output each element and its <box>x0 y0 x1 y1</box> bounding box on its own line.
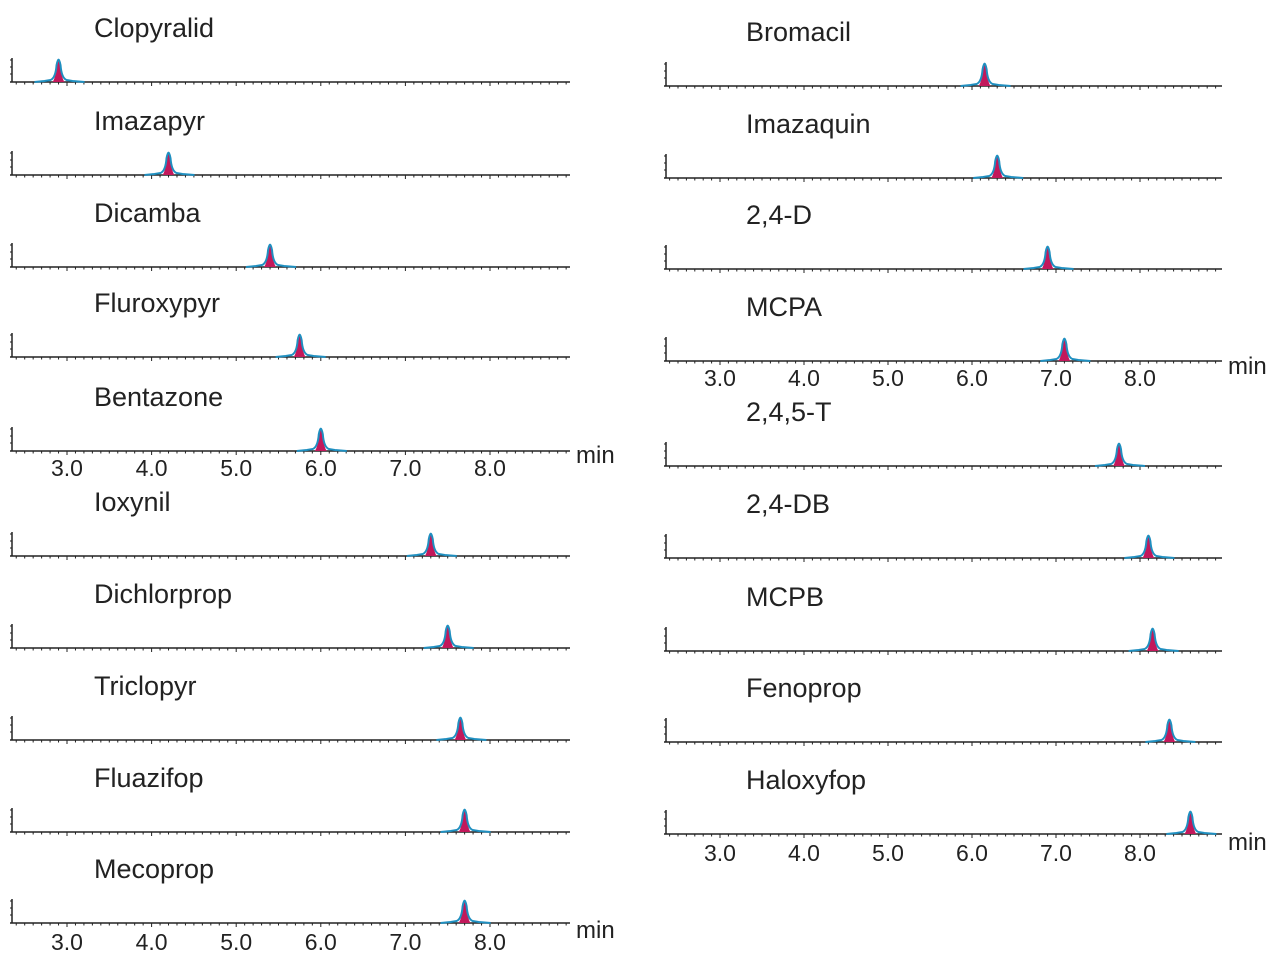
trace-label-clopyralid: Clopyralid <box>94 13 214 43</box>
trace-label-fluazifop: Fluazifop <box>94 763 204 793</box>
peak-trace-fenoprop <box>1145 718 1196 743</box>
x-tick-label: 3.0 <box>704 365 736 391</box>
peak-trace-2-4-d <box>1023 245 1074 270</box>
x-tick-label: 6.0 <box>305 929 337 955</box>
peak-fill-bromacil <box>978 63 991 86</box>
peak-trace-mcpb <box>1128 627 1179 652</box>
x-axis-unit-label: min <box>1228 829 1267 856</box>
x-tick-label: 4.0 <box>136 929 168 955</box>
x-tick-label: 8.0 <box>474 929 506 955</box>
peak-trace-bromacil <box>960 62 1011 87</box>
x-tick-label: 5.0 <box>872 365 904 391</box>
trace-label-haloxyfop: Haloxyfop <box>746 765 866 795</box>
peak-fill-clopyralid <box>52 59 65 82</box>
x-tick-label: 4.0 <box>136 455 168 481</box>
x-tick-label: 3.0 <box>704 840 736 866</box>
x-axis-unit-label: min <box>1228 353 1267 380</box>
x-tick-label: 6.0 <box>956 840 988 866</box>
peak-trace-fluroxypyr <box>275 333 326 358</box>
trace-label-bentazone: Bentazone <box>94 382 223 412</box>
peak-trace-dichlorprop <box>423 624 474 649</box>
peak-trace-imazapyr <box>144 151 195 176</box>
trace-label-2-4-5-t: 2,4,5-T <box>746 397 832 427</box>
x-tick-label: 7.0 <box>389 455 421 481</box>
peak-fill-bentazone <box>314 428 327 451</box>
peak-fill-dichlorprop <box>441 625 454 648</box>
x-tick-label: 4.0 <box>788 365 820 391</box>
peak-trace-2-4-db <box>1124 534 1175 559</box>
trace-label-triclopyr: Triclopyr <box>94 671 197 701</box>
trace-label-bromacil: Bromacil <box>746 17 851 47</box>
x-tick-label: 7.0 <box>1040 365 1072 391</box>
peak-fill-fenoprop <box>1163 719 1176 742</box>
peak-trace-haloxyfop <box>1166 810 1217 835</box>
peak-fill-mecoprop <box>458 900 471 923</box>
peak-fill-triclopyr <box>454 717 467 740</box>
trace-label-mcpa: MCPA <box>746 292 822 322</box>
peak-trace-dicamba <box>245 243 297 268</box>
x-tick-label: 3.0 <box>51 455 83 481</box>
peak-trace-bentazone <box>296 427 347 452</box>
x-axis-unit-label: min <box>576 442 615 469</box>
trace-label-2-4-db: 2,4-DB <box>746 489 830 519</box>
x-tick-label: 5.0 <box>220 455 252 481</box>
trace-label-fenoprop: Fenoprop <box>746 673 862 703</box>
x-tick-label: 6.0 <box>305 455 337 481</box>
peak-fill-2-4-db <box>1142 535 1155 558</box>
x-tick-label: 8.0 <box>1124 840 1156 866</box>
x-axis-unit-label: min <box>576 917 615 944</box>
peak-trace-fluazifop <box>440 808 491 833</box>
x-tick-label: 5.0 <box>872 840 904 866</box>
left-chromatogram-column: Clopyralid Imazapyr Dicamba Fluroxypyr Benta… <box>10 13 615 955</box>
x-tick-label: 6.0 <box>956 365 988 391</box>
peak-fill-fluazifop <box>458 809 471 832</box>
peak-fill-mcpb <box>1146 628 1159 651</box>
x-tick-label: 4.0 <box>788 840 820 866</box>
peak-trace-clopyralid <box>34 58 85 83</box>
trace-label-fluroxypyr: Fluroxypyr <box>94 288 220 318</box>
right-chromatogram-column: Bromacil Imazaquin 2,4-D MCPA 2,4,5-T 2,4-DB M… <box>664 17 1267 866</box>
trace-label-ioxynil: Ioxynil <box>94 487 171 517</box>
peak-fill-dicamba <box>264 244 277 267</box>
peak-fill-2-4-d <box>1041 246 1054 269</box>
peak-fill-2-4-5-t <box>1113 443 1125 466</box>
peak-trace-triclopyr <box>436 716 487 741</box>
peak-trace-imazaquin <box>973 154 1024 179</box>
x-tick-label: 7.0 <box>389 929 421 955</box>
x-tick-label: 7.0 <box>1040 840 1072 866</box>
x-tick-label: 3.0 <box>51 929 83 955</box>
trace-label-dicamba: Dicamba <box>94 198 202 228</box>
peak-trace-mecoprop <box>440 899 491 924</box>
x-tick-label: 8.0 <box>1124 365 1156 391</box>
peak-fill-fluroxypyr <box>293 334 306 357</box>
trace-label-mcpb: MCPB <box>746 582 824 612</box>
peak-trace-2-4-5-t <box>1094 442 1146 467</box>
peak-fill-mcpa <box>1058 338 1071 361</box>
peak-trace-mcpa <box>1040 337 1091 362</box>
trace-label-imazapyr: Imazapyr <box>94 106 205 136</box>
peak-fill-imazapyr <box>162 152 175 175</box>
x-tick-label: 5.0 <box>220 929 252 955</box>
peak-fill-ioxynil <box>424 533 437 556</box>
peak-fill-imazaquin <box>991 155 1004 178</box>
peak-trace-ioxynil <box>406 532 457 557</box>
trace-label-2-4-d: 2,4-D <box>746 200 812 230</box>
peak-fill-haloxyfop <box>1184 811 1197 834</box>
trace-label-mecoprop: Mecoprop <box>94 854 214 884</box>
x-tick-label: 8.0 <box>474 455 506 481</box>
trace-label-dichlorprop: Dichlorprop <box>94 579 232 609</box>
trace-label-imazaquin: Imazaquin <box>746 109 871 139</box>
